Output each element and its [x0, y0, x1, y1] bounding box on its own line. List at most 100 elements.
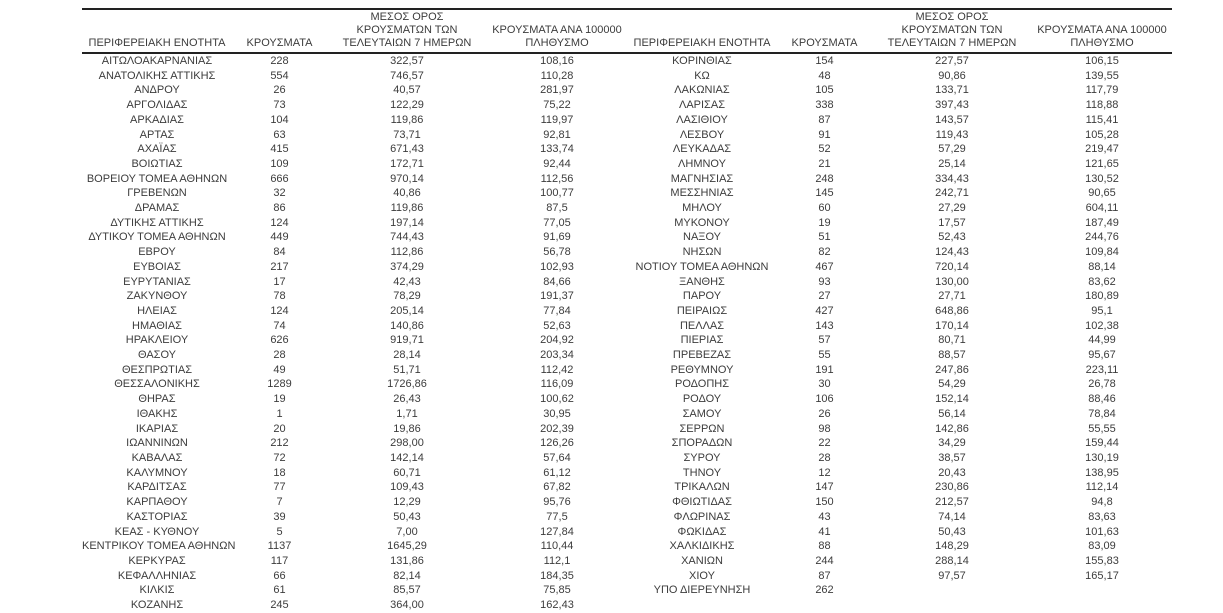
left-avg7day-cell: 12,29 [393, 496, 421, 509]
right-avg7day-cell: 57,29 [938, 143, 966, 156]
right-per100k-cell: 106,15 [1085, 55, 1119, 67]
left-region-cell: ΘΕΣΠΡΩΤΙΑΣ [121, 363, 193, 376]
left-region-cell: ΓΡΕΒΕΝΩΝ [127, 187, 187, 200]
right-region-cell: ΠΡΕΒΕΖΑΣ [672, 349, 732, 362]
right-cases-cell: 87 [818, 113, 831, 126]
right-region-cell: ΧΑΝΙΩΝ [681, 554, 723, 567]
left-region-cell: ΑΡΤΑΣ [139, 128, 175, 141]
left-avg7day-cell: 40,57 [393, 84, 421, 97]
right-per100k-cell: 94,8 [1091, 496, 1113, 509]
right-cases-cell: 28 [818, 451, 831, 464]
right-avg7day-cell: 52,43 [938, 231, 966, 244]
left-cases-cell: 20 [273, 422, 286, 435]
right-region-cell: ΜΕΣΣΗΝΙΑΣ [670, 187, 734, 200]
right-avg7day-cell: 20,43 [938, 466, 966, 479]
left-per100k-cell: 202,39 [540, 422, 574, 435]
left-avg7day-cell: 82,14 [393, 569, 421, 582]
left-cases-cell: 61 [273, 584, 286, 597]
right-per100k-cell: 604,11 [1085, 202, 1119, 215]
right-cases-cell: 106 [815, 393, 834, 406]
right-per100k-cell: 115,41 [1085, 113, 1119, 126]
right-region-cell: ΚΟΡΙΝΘΙΑΣ [672, 55, 732, 67]
left-region-cell: ΒΟΡΕΙΟΥ ΤΟΜΕΑ ΑΘΗΝΩΝ [86, 172, 228, 185]
left-region-cell: ΔΥΤΙΚΗΣ ΑΤΤΙΚΗΣ [110, 216, 204, 229]
right-avg7day-header-line3: ΤΕΛΕΥΤΑΙΩΝ 7 ΗΜΕΡΩΝ [887, 37, 1017, 49]
table-row: ΚΑΛΥΜΝΟΥ 18 60,71 61,12 ΤΗΝΟΥ 12 20,43 138,95 [82, 466, 1172, 481]
left-region-cell: ΚΕΝΤΡΙΚΟΥ ΤΟΜΕΑ ΑΘΗΝΩΝ [82, 540, 236, 553]
left-avg7day-cell: 374,29 [390, 260, 424, 273]
table-row: ΚΕΡΚΥΡΑΣ 117 131,86 112,1 ΧΑΝΙΩΝ 244 288,14 155… [82, 554, 1172, 569]
right-region-cell: ΤΗΝΟΥ [682, 466, 722, 479]
right-per100k-cell: 244,76 [1085, 231, 1119, 244]
left-region-cell: ΚΑΡΠΑΘΟΥ [126, 496, 188, 509]
left-per100k-cell: 108,16 [540, 55, 574, 67]
left-per100k-header: ΚΡΟΥΣΜΑΤΑ ΑΝΑ 100000 ΠΛΗΘΥΣΜΟ [487, 8, 627, 54]
left-region-cell: ΖΑΚΥΝΘΟΥ [126, 290, 188, 303]
right-per100k-cell [1032, 583, 1172, 598]
right-avg7day-cell: 720,14 [935, 260, 969, 273]
right-region-cell: ΠΙΕΡΙΑΣ [680, 334, 724, 347]
right-per100k-header-line1: ΚΡΟΥΣΜΑΤΑ ΑΝΑ 100000 [1037, 24, 1167, 36]
left-per100k-cell: 87,5 [546, 202, 568, 215]
left-cases-cell: 63 [273, 128, 286, 141]
right-cases-cell: 244 [815, 554, 834, 567]
left-cases-cell: 74 [273, 319, 286, 332]
right-region-cell: ΤΡΙΚΑΛΩΝ [674, 481, 730, 494]
left-region-cell: ΚΑΛΥΜΝΟΥ [126, 466, 188, 479]
left-region-cell: ΚΕΡΚΥΡΑΣ [128, 554, 186, 567]
table-row: ΚΙΛΚΙΣ 61 85,57 75,85 ΥΠΟ ΔΙΕΡΕΥΝΗΣΗ 262 [82, 583, 1172, 598]
left-avg7day-cell: 1,71 [396, 407, 418, 420]
left-avg7day-header-line2: ΚΡΟΥΣΜΑΤΩΝ ΤΩΝ [356, 24, 458, 36]
left-cases-cell: 104 [270, 113, 289, 126]
table-row: ΙΚΑΡΙΑΣ 20 19,86 202,39 ΣΕΡΡΩΝ 98 142,86 55,55 [82, 422, 1172, 437]
right-per100k-cell: 90,65 [1088, 187, 1116, 200]
left-avg7day-cell: 172,71 [390, 157, 424, 170]
right-cases-cell: 55 [818, 349, 831, 362]
right-region-cell: ΝΟΤΙΟΥ ΤΟΜΕΑ ΑΘΗΝΩΝ [635, 260, 769, 273]
right-cases-cell: 93 [818, 275, 831, 288]
left-per100k-cell: 191,37 [540, 290, 574, 303]
left-avg7day-cell: 131,86 [390, 554, 424, 567]
right-region-cell: ΜΗΛΟΥ [682, 202, 722, 215]
table-row: ΑΡΓΟΛΙΔΑΣ 73 122,29 75,22 ΛΑΡΙΣΑΣ 338 397,43 11… [82, 98, 1172, 113]
left-avg7day-cell: 119,86 [390, 202, 424, 215]
table-row: ΙΘΑΚΗΣ 1 1,71 30,95 ΣΑΜΟΥ 26 56,14 78,84 [82, 407, 1172, 422]
right-cases-cell: 27 [818, 290, 831, 303]
left-region-cell: ΗΡΑΚΛΕΙΟΥ [125, 334, 189, 347]
right-region-cell: ΥΠΟ ΔΙΕΡΕΥΝΗΣΗ [653, 584, 751, 597]
right-per100k-header-line2: ΠΛΗΘΥΣΜΟ [1070, 37, 1134, 49]
right-per100k-cell: 138,95 [1085, 466, 1119, 479]
right-avg7day-cell: 247,86 [935, 363, 969, 376]
left-per100k-cell: 95,76 [543, 496, 571, 509]
left-region-cell: ΙΘΑΚΗΣ [136, 407, 178, 420]
left-cases-cell: 1 [276, 407, 283, 420]
left-avg7day-cell: 85,57 [393, 584, 421, 597]
right-per100k-cell: 130,52 [1085, 172, 1119, 185]
left-cases-cell: 28 [273, 349, 286, 362]
right-per100k-cell: 105,28 [1085, 128, 1119, 141]
left-avg7day-cell: 142,14 [390, 451, 424, 464]
right-per100k-cell: 165,17 [1085, 569, 1119, 582]
left-per100k-cell: 77,05 [543, 216, 571, 229]
right-avg7day-cell: 170,14 [935, 319, 969, 332]
right-region-cell: ΣΠΟΡΑΔΩΝ [671, 437, 733, 450]
left-cases-header: ΚΡΟΥΣΜΑΤΑ [232, 8, 327, 54]
right-region-cell: ΛΑΡΙΣΑΣ [678, 99, 725, 112]
table-row: ΘΕΣΠΡΩΤΙΑΣ 49 51,71 112,42 ΡΕΘΥΜΝΟΥ 191 247,86… [82, 363, 1172, 378]
left-per100k-cell: 112,1 [543, 554, 571, 567]
right-region-cell: ΞΑΝΘΗΣ [679, 275, 725, 288]
right-cases-cell: 427 [815, 304, 834, 317]
right-per100k-cell: 130,19 [1085, 451, 1119, 464]
right-cases-cell: 338 [815, 99, 834, 112]
left-avg7day-cell: 140,86 [390, 319, 424, 332]
right-region-header: ΠΕΡΙΦΕΡΕΙΑΚΗ ΕΝΟΤΗΤΑ [627, 8, 777, 54]
left-cases-cell: 1137 [267, 540, 292, 553]
left-cases-cell: 245 [270, 599, 289, 612]
right-per100k-cell: 118,88 [1085, 99, 1119, 112]
right-per100k-cell: 83,62 [1088, 275, 1116, 288]
right-region-cell: ΠΕΛΛΑΣ [679, 319, 725, 332]
right-cases-cell: 145 [815, 187, 834, 200]
right-cases-cell: 150 [815, 496, 834, 509]
left-cases-cell: 18 [273, 466, 286, 479]
